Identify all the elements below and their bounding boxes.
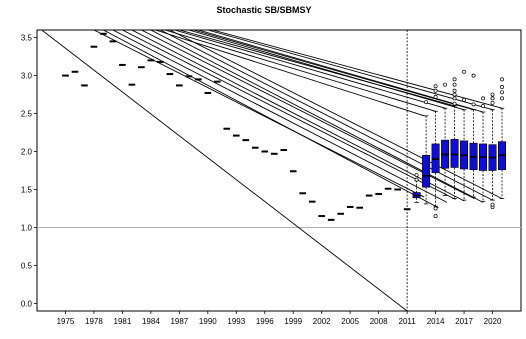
chart-title: Stochastic SB/SBMSY — [216, 5, 311, 15]
outlier-point — [500, 85, 504, 89]
outlier-point — [500, 96, 504, 101]
diagonal-line — [188, 30, 465, 111]
x-tick-label: 2017 — [455, 317, 473, 326]
projection-box — [450, 139, 459, 168]
x-tick-label: 1993 — [227, 317, 245, 326]
diagonal-line — [164, 30, 436, 112]
x-tick-label: 2011 — [399, 317, 417, 326]
outlier-point — [414, 173, 419, 178]
projection-boxes-layer — [412, 69, 507, 219]
outlier-point — [471, 73, 476, 78]
outlier-point — [490, 100, 495, 105]
outlier-point — [452, 92, 457, 97]
x-tick-label: 2002 — [313, 317, 331, 326]
x-tick-label: 1987 — [170, 317, 188, 326]
diagonal-line — [169, 30, 503, 200]
outlier-point — [481, 96, 485, 101]
outlier-point — [433, 94, 438, 99]
y-tick-label: 1.5 — [21, 185, 33, 194]
diagonal-line — [207, 30, 493, 111]
x-tick-label: 2005 — [341, 317, 359, 326]
x-tick-label: 2014 — [427, 317, 445, 326]
diagonal-line — [131, 30, 465, 202]
outlier-point — [471, 102, 476, 107]
y-tick-label: 3.0 — [21, 72, 33, 81]
x-tick-label: 1990 — [199, 317, 217, 326]
outlier-point — [490, 96, 495, 101]
outlier-point — [433, 84, 438, 89]
outlier-point — [433, 214, 438, 219]
outlier-point — [443, 82, 448, 87]
y-tick-label: 2.5 — [21, 110, 33, 119]
diagonal-line — [160, 30, 493, 201]
diagonal-line — [141, 30, 475, 200]
x-tick-label: 1984 — [142, 317, 160, 326]
outlier-point — [490, 202, 495, 207]
outlier-point — [462, 69, 467, 74]
diagonal-line — [193, 30, 474, 111]
x-tick-label: 1996 — [256, 317, 274, 326]
outlier-point — [452, 88, 457, 93]
outlier-point — [490, 92, 495, 97]
diagonal-line — [155, 30, 425, 117]
plot-frame — [36, 29, 522, 312]
outlier-point — [433, 206, 438, 211]
outlier-point — [500, 90, 504, 95]
diagonal-line — [41, 30, 408, 311]
outlier-point — [481, 103, 485, 108]
diagonal-line — [112, 30, 448, 203]
y-tick-label: 2.0 — [21, 148, 33, 157]
x-tick-label: 1999 — [284, 317, 302, 326]
outlier-point — [452, 96, 457, 101]
outlier-point — [462, 97, 467, 102]
x-axis: 1975 1978 1981 1984 1987 1990 1993 1996 1999 2002… — [57, 311, 502, 326]
outlier-point — [452, 82, 457, 87]
x-tick-label: 1975 — [57, 317, 75, 326]
diagonal-lines-layer — [41, 30, 503, 311]
outlier-point — [452, 101, 457, 106]
historical-series-layer — [62, 32, 411, 221]
diagonal-line — [212, 30, 503, 109]
diagonal-line — [174, 30, 446, 109]
plot-area — [36, 29, 522, 312]
y-tick-label: 3.5 — [21, 34, 33, 43]
projection-box — [422, 155, 431, 188]
y-tick-label: 0.0 — [21, 299, 33, 308]
diagonal-line — [93, 30, 425, 198]
x-tick-label: 1978 — [85, 317, 103, 326]
outlier-point — [452, 77, 457, 82]
diagonal-line — [122, 30, 456, 200]
reference-line-layer — [37, 30, 521, 311]
outlier-point — [433, 88, 438, 93]
y-tick-label: 1.0 — [21, 223, 33, 232]
x-tick-label: 1981 — [114, 317, 132, 326]
y-axis: 0.0 0.5 1.0 1.5 2.0 2.5 3.0 3.5 — [21, 34, 37, 308]
x-tick-label: 2020 — [484, 317, 502, 326]
diagonal-line — [103, 30, 439, 209]
diagonal-line — [150, 30, 484, 203]
outlier-point — [414, 177, 419, 182]
y-tick-label: 0.5 — [21, 261, 33, 270]
outlier-point — [500, 77, 504, 82]
x-tick-label: 2008 — [370, 317, 388, 326]
outlier-point — [424, 100, 429, 105]
